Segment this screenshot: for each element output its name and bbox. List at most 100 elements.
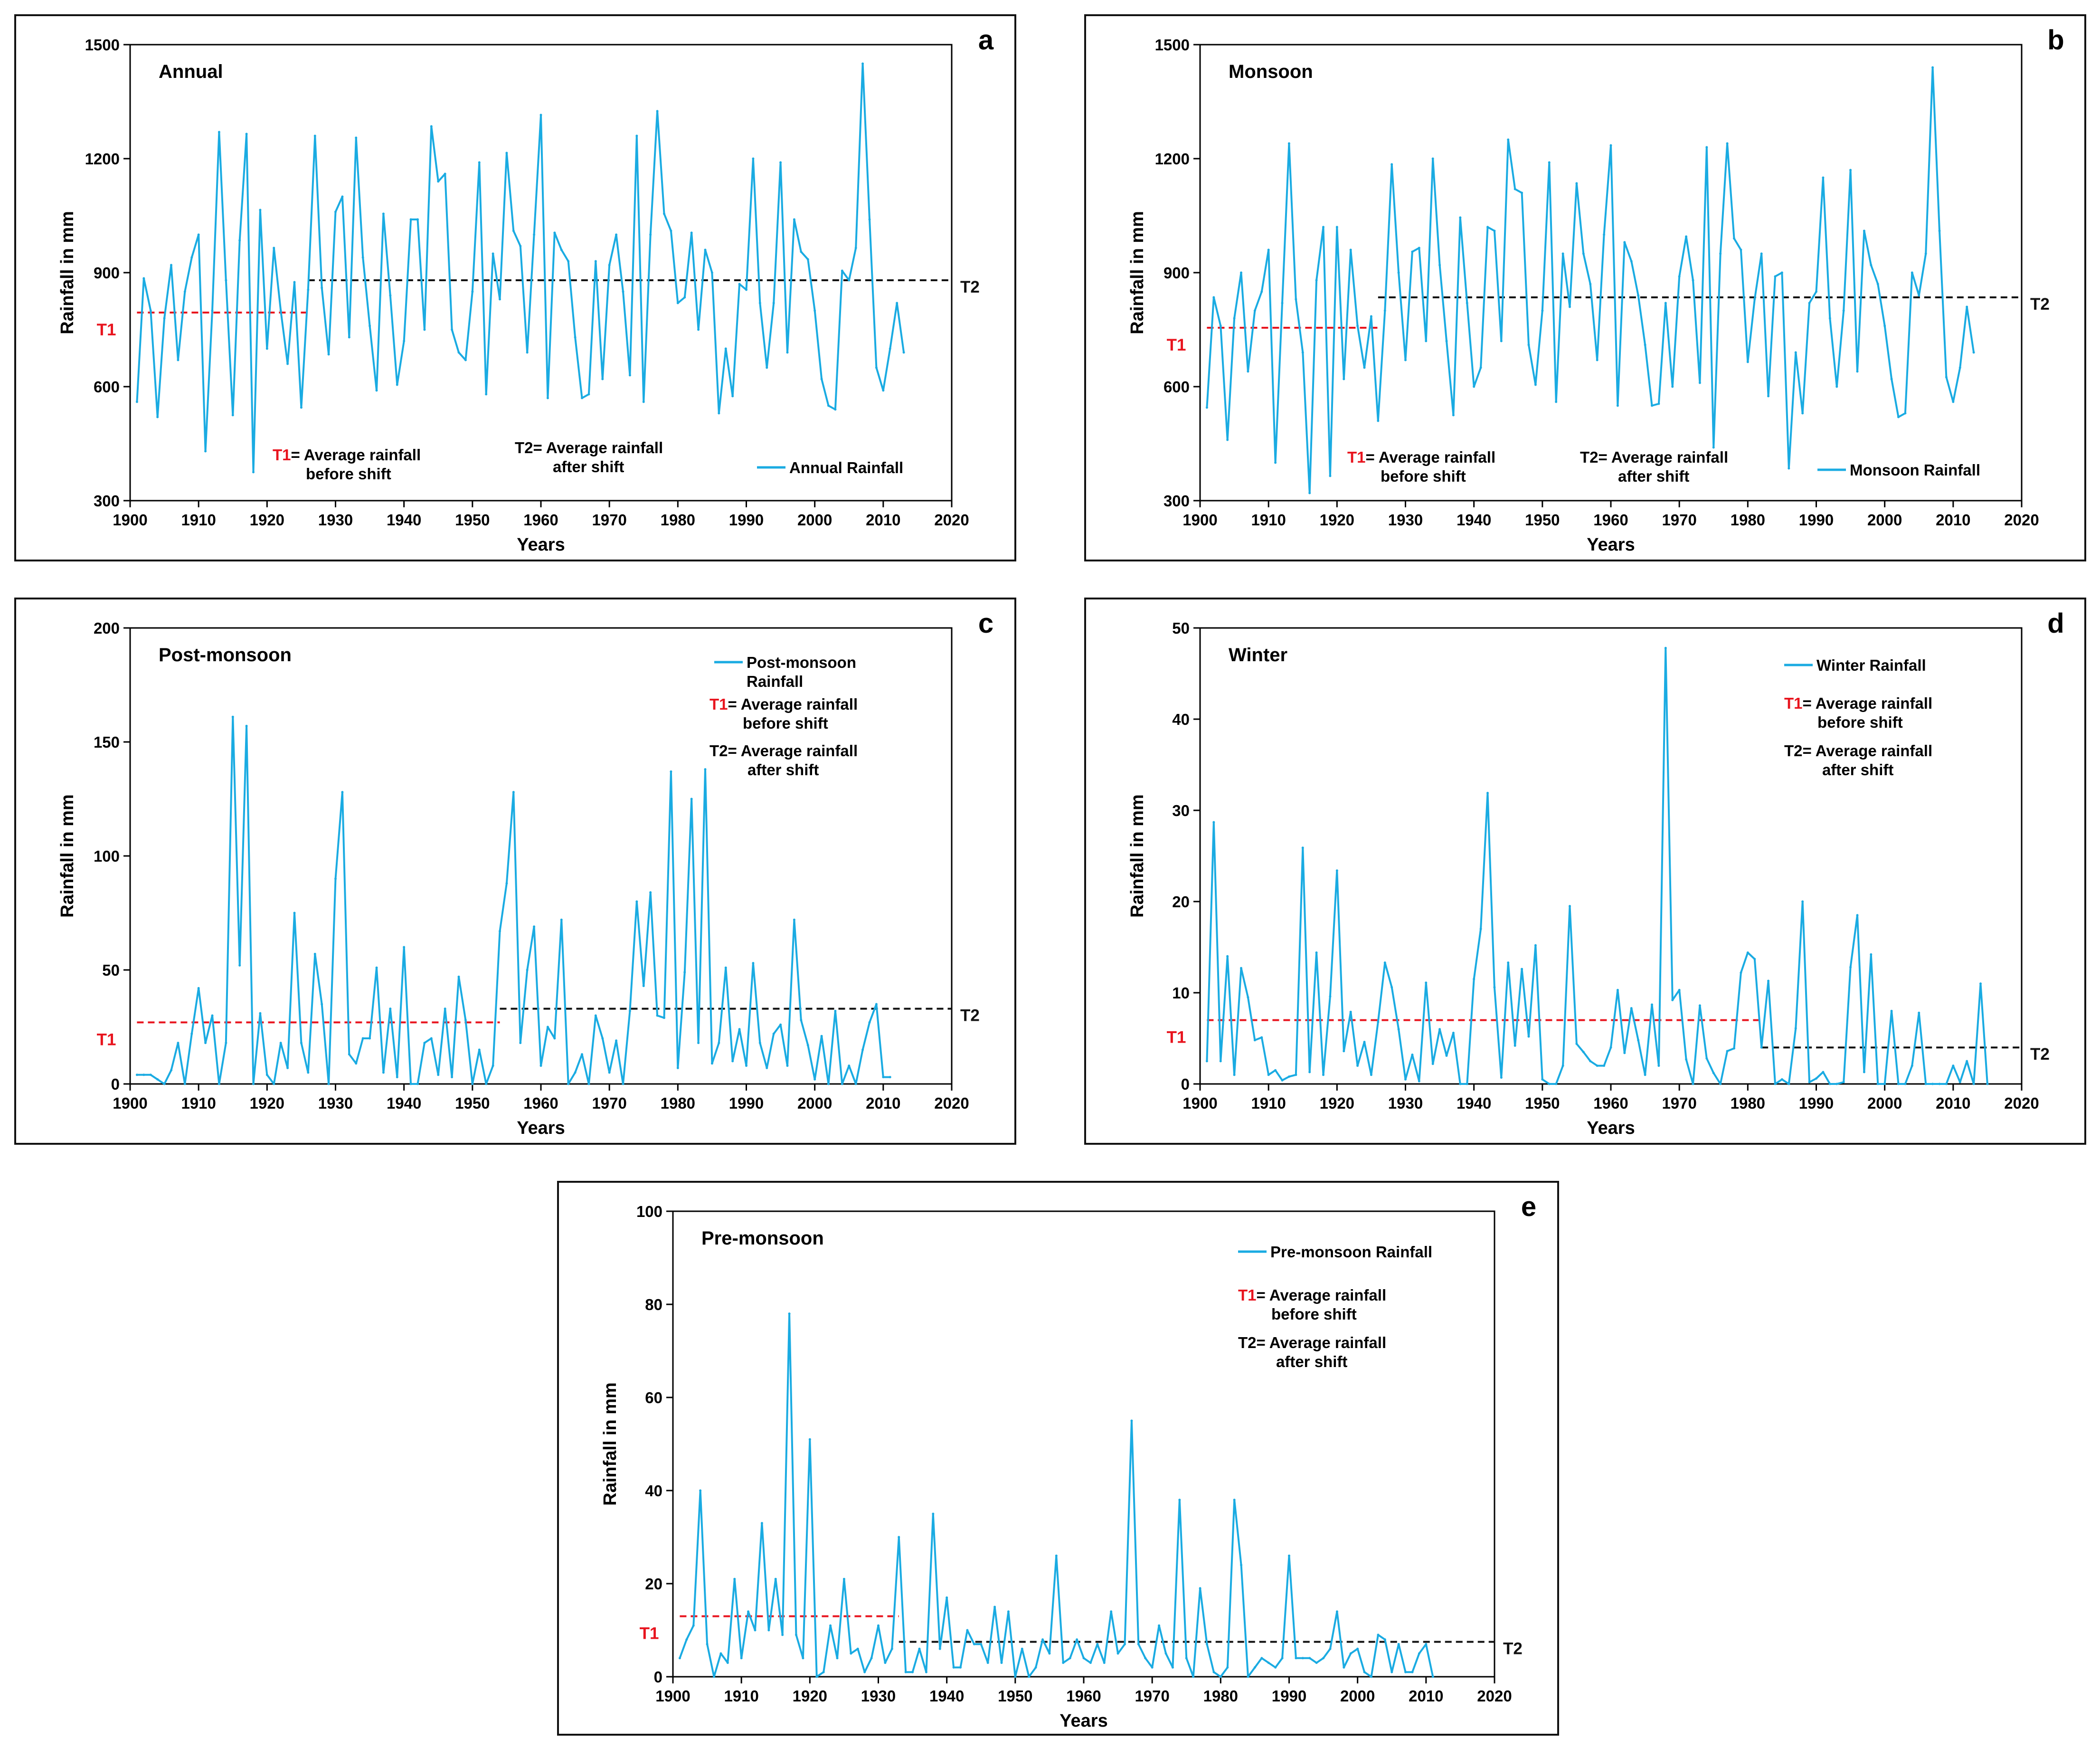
data-point — [1253, 1039, 1256, 1042]
x-tick-label: 1960 — [1593, 1094, 1628, 1112]
data-point — [1014, 1675, 1017, 1678]
data-point — [553, 1037, 556, 1040]
data-point — [1301, 1657, 1304, 1660]
legend-label: Monsoon Rainfall — [1850, 461, 1980, 479]
data-point — [265, 347, 268, 350]
data-point — [795, 1634, 797, 1636]
data-point — [740, 1657, 743, 1660]
y-tick-label: 600 — [1164, 378, 1190, 396]
x-tick-label: 2020 — [1477, 1687, 1512, 1705]
data-point — [1377, 1634, 1380, 1636]
data-point — [1582, 1051, 1585, 1054]
data-point — [1335, 1610, 1338, 1613]
x-tick-label: 1980 — [1731, 511, 1765, 529]
data-point — [1863, 1071, 1865, 1074]
data-point — [238, 964, 241, 967]
data-point — [1267, 1074, 1270, 1076]
data-point — [204, 1042, 207, 1045]
data-point — [683, 971, 686, 974]
data-point — [1391, 163, 1393, 166]
data-point — [1966, 1060, 1968, 1063]
data-point — [1794, 351, 1797, 354]
data-point — [898, 1536, 900, 1539]
y-tick-label: 900 — [94, 264, 120, 282]
data-point — [539, 114, 542, 116]
data-point — [1000, 1662, 1003, 1664]
data-point — [437, 1074, 440, 1076]
x-tick-label: 1940 — [1457, 1094, 1491, 1112]
data-point — [403, 340, 406, 342]
data-point — [1343, 378, 1345, 380]
x-tick-label: 1950 — [1525, 511, 1560, 529]
data-point — [877, 1624, 880, 1627]
data-point — [183, 290, 186, 293]
data-point — [1705, 146, 1708, 149]
x-tick-label: 1930 — [861, 1687, 896, 1705]
data-point — [430, 1037, 433, 1040]
data-point — [1918, 1011, 1920, 1014]
x-axis-label: Years — [1587, 1118, 1635, 1138]
data-point — [1055, 1554, 1058, 1557]
x-tick-label: 1940 — [929, 1687, 964, 1705]
data-point — [902, 351, 905, 354]
data-point — [1295, 1657, 1297, 1660]
y-tick-label: 100 — [636, 1203, 662, 1220]
data-point — [1514, 188, 1516, 190]
data-point — [904, 1671, 907, 1673]
data-point — [993, 1606, 996, 1608]
data-point — [1822, 1071, 1825, 1074]
data-point — [1253, 1666, 1256, 1669]
t1-note: T1= Average rainfall — [1347, 448, 1495, 466]
data-point — [1431, 1675, 1434, 1678]
data-point — [1609, 144, 1612, 147]
data-point — [822, 1671, 825, 1673]
data-point — [1527, 1035, 1530, 1038]
legend-label: Post-monsoon — [747, 654, 856, 671]
data-point — [546, 1026, 549, 1028]
data-point — [1411, 1671, 1414, 1673]
data-point — [321, 1003, 323, 1006]
data-point — [1260, 1036, 1263, 1039]
data-point — [430, 125, 433, 128]
data-point — [1815, 1077, 1817, 1080]
data-point — [1644, 1074, 1646, 1076]
data-point — [1452, 414, 1455, 417]
y-tick-label: 40 — [1172, 711, 1190, 728]
data-point — [841, 1083, 843, 1085]
data-point — [1603, 1064, 1606, 1067]
data-point — [959, 1666, 962, 1669]
data-point — [1849, 966, 1852, 969]
data-point — [1116, 1652, 1119, 1655]
data-point — [1890, 1009, 1893, 1012]
data-point — [1692, 1083, 1694, 1085]
data-point — [1637, 1039, 1640, 1042]
x-tick-label: 1900 — [1182, 511, 1217, 529]
data-point — [1411, 1054, 1414, 1056]
data-point — [793, 918, 795, 921]
data-point — [279, 309, 282, 312]
data-point — [1383, 309, 1386, 312]
data-point — [1459, 216, 1462, 219]
data-point — [1486, 792, 1489, 795]
data-point — [747, 1610, 750, 1613]
data-point — [1972, 351, 1975, 354]
data-point — [724, 347, 727, 350]
data-point — [485, 1083, 488, 1085]
data-point — [1349, 248, 1352, 251]
data-point — [1343, 1666, 1345, 1669]
data-point — [615, 1039, 618, 1042]
data-point — [786, 351, 789, 354]
data-point — [1103, 1662, 1106, 1664]
data-point — [854, 1083, 857, 1085]
data-point — [307, 1071, 310, 1074]
data-point — [718, 412, 720, 415]
x-tick-label: 1980 — [661, 511, 695, 529]
data-point — [1301, 846, 1304, 849]
data-point — [1178, 1499, 1181, 1501]
data-point — [896, 302, 899, 304]
y-axis-label: Rainfall in mm — [57, 211, 77, 334]
data-point — [1363, 366, 1366, 369]
data-point — [1876, 283, 1879, 285]
data-point — [327, 353, 330, 356]
data-point — [1233, 1074, 1236, 1076]
